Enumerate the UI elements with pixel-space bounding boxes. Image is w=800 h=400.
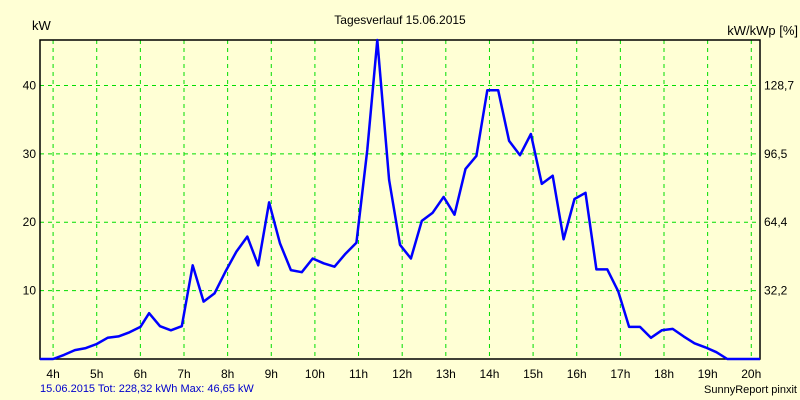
x-tick-label: 12h (392, 367, 412, 381)
x-tick-label: 9h (265, 367, 278, 381)
x-tick-label: 14h (479, 367, 499, 381)
y-tick-label: 10 (23, 284, 37, 298)
grid-lines (40, 40, 760, 359)
x-tick-label: 10h (305, 367, 325, 381)
x-tick-label: 18h (654, 367, 674, 381)
y2-tick-label: 64,4 (764, 215, 788, 229)
x-tick-label: 15h (523, 367, 543, 381)
x-tick-label: 5h (90, 367, 103, 381)
x-tick-label: 16h (567, 367, 587, 381)
y2-tick-label: 128,7 (764, 78, 794, 92)
power-line (40, 38, 760, 361)
left-axis-label: kW (32, 18, 52, 33)
x-tick-label: 7h (177, 367, 190, 381)
x-tick-label: 4h (46, 367, 59, 381)
right-axis-label: kW/kWp [%] (727, 23, 798, 38)
x-tick-label: 20h (741, 367, 761, 381)
footer-credit: SunnyReport pinxit (704, 384, 797, 396)
y-tick-label: 20 (23, 215, 37, 229)
x-tick-label: 11h (349, 367, 368, 381)
x-tick-label: 8h (221, 367, 234, 381)
x-tick-label: 13h (436, 367, 456, 381)
y-tick-label: 30 (23, 147, 37, 161)
footer-summary: 15.06.2015 Tot: 228,32 kWh Max: 46,65 kW (40, 383, 254, 395)
y-tick-label: 40 (23, 78, 37, 92)
y2-tick-label: 96,5 (764, 147, 788, 161)
x-axis-ticks: 4h 5h 6h 7h 8h 9h 10h 11h 12h 13h 14h 15h 16h 17h 18h 1… (46, 367, 761, 381)
x-tick-label: 17h (610, 367, 630, 381)
x-tick-label: 19h (698, 367, 718, 381)
chart-title: Tagesverlauf 15.06.2015 (334, 13, 466, 27)
plot-frame (39, 39, 761, 360)
y-axis-ticks: 10 20 30 40 (23, 78, 37, 297)
y2-axis-ticks: 32,2 64,4 96,5 128,7 (764, 78, 794, 297)
x-tick-label: 6h (134, 367, 147, 381)
y2-tick-label: 32,2 (764, 284, 788, 298)
